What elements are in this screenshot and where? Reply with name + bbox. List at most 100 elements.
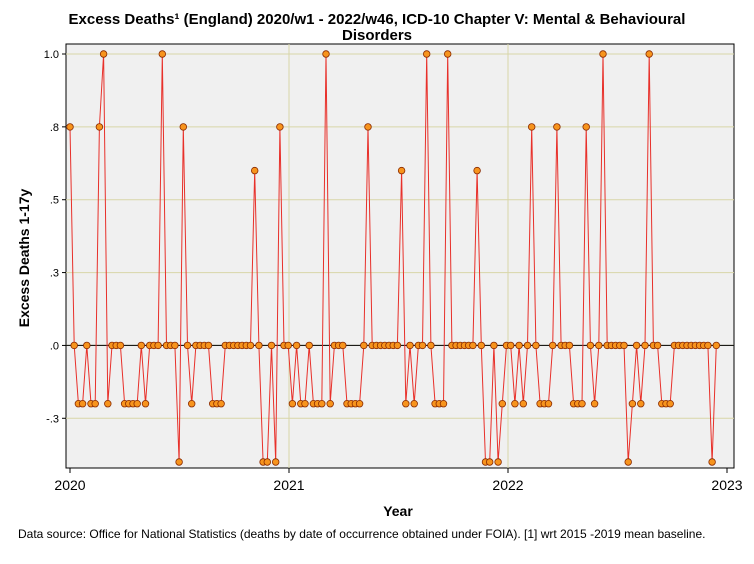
data-point	[712, 341, 720, 350]
data-point	[137, 341, 145, 350]
data-point	[246, 341, 255, 350]
gridlines	[66, 44, 734, 468]
data-point	[477, 341, 485, 350]
data-point	[364, 123, 372, 131]
x-tick-label: 2022	[492, 477, 523, 493]
x-axis-label: Year	[383, 503, 413, 519]
data-point	[586, 341, 595, 350]
data-point	[255, 341, 263, 350]
y-axis-label: Excess Deaths 1-17y	[16, 189, 32, 328]
data-point	[263, 458, 271, 466]
data-point	[272, 458, 280, 466]
data-point	[704, 341, 712, 350]
chart-title: Excess Deaths¹ (England) 2020/w1 - 2022/…	[68, 11, 686, 44]
data-point	[515, 341, 523, 350]
y-tick-label: .3	[50, 268, 59, 280]
data-point	[582, 123, 590, 131]
x-tick-label: 2020	[54, 477, 85, 493]
data-point	[590, 400, 599, 408]
data-point	[595, 341, 603, 350]
data-point	[427, 341, 435, 350]
data-point	[339, 341, 347, 350]
data-point	[116, 341, 125, 350]
y-tick-label: 1.0	[44, 49, 59, 61]
data-point	[645, 50, 653, 58]
data-point	[183, 341, 192, 350]
data-point	[406, 341, 414, 350]
data-point	[292, 341, 301, 350]
data-point	[418, 341, 427, 350]
data-point	[469, 341, 477, 350]
data-point	[624, 458, 632, 466]
y-tick-label: .5	[50, 195, 59, 207]
data-point	[70, 341, 78, 350]
data-point	[179, 123, 187, 131]
data-point	[653, 341, 662, 350]
data-point	[423, 50, 431, 58]
data-point	[410, 400, 418, 408]
data-point	[632, 341, 641, 350]
data-point	[95, 123, 104, 131]
data-point	[301, 400, 309, 408]
data-point	[204, 341, 213, 350]
data-point	[439, 400, 448, 408]
data-point	[393, 341, 402, 350]
data-point	[326, 400, 334, 408]
data-point	[83, 341, 91, 350]
data-point	[78, 400, 87, 408]
data-point	[511, 400, 519, 408]
data-point	[284, 341, 292, 350]
data-point	[628, 400, 637, 408]
data-point	[708, 458, 716, 466]
data-point	[171, 341, 179, 350]
series-points	[66, 50, 720, 466]
data-point	[154, 341, 162, 350]
data-point	[99, 50, 108, 58]
data-point	[276, 123, 284, 131]
data-point	[519, 400, 527, 408]
x-tick-label: 2021	[273, 477, 304, 493]
data-point	[288, 400, 297, 408]
data-point	[641, 341, 649, 350]
data-point	[175, 458, 183, 466]
data-point	[553, 123, 561, 131]
data-point	[532, 341, 540, 350]
data-point	[104, 400, 112, 408]
data-point	[490, 341, 498, 350]
data-point	[360, 341, 368, 350]
data-point	[66, 123, 74, 131]
data-point	[444, 50, 452, 58]
data-point	[486, 458, 494, 466]
data-point	[473, 166, 481, 175]
data-point	[355, 400, 364, 408]
data-point	[528, 123, 536, 131]
data-point	[322, 50, 330, 58]
footnote: Data source: Office for National Statist…	[18, 527, 706, 541]
data-point	[402, 400, 410, 408]
data-point	[141, 400, 150, 408]
data-point	[318, 400, 326, 408]
data-point	[620, 341, 628, 350]
y-tick-label: .8	[50, 122, 59, 134]
data-point	[267, 341, 276, 350]
data-point	[666, 400, 674, 408]
x-axis-ticks: 2020 2021 2022 2023	[54, 468, 743, 493]
data-point	[578, 400, 586, 408]
data-point	[523, 341, 532, 350]
data-point	[549, 341, 557, 350]
data-point	[599, 50, 607, 58]
data-point	[565, 341, 574, 350]
data-point	[250, 166, 259, 175]
data-point	[91, 400, 99, 408]
data-point	[305, 341, 313, 350]
data-point	[187, 400, 196, 408]
data-point	[158, 50, 166, 58]
y-tick-label: .0	[50, 340, 59, 352]
y-axis-ticks: -.3 .0 .3 .5 .8 1.0	[44, 49, 66, 425]
data-point	[498, 400, 506, 408]
data-point	[133, 400, 141, 408]
data-point	[397, 166, 406, 175]
x-tick-label: 2023	[711, 477, 742, 493]
data-point	[544, 400, 553, 408]
